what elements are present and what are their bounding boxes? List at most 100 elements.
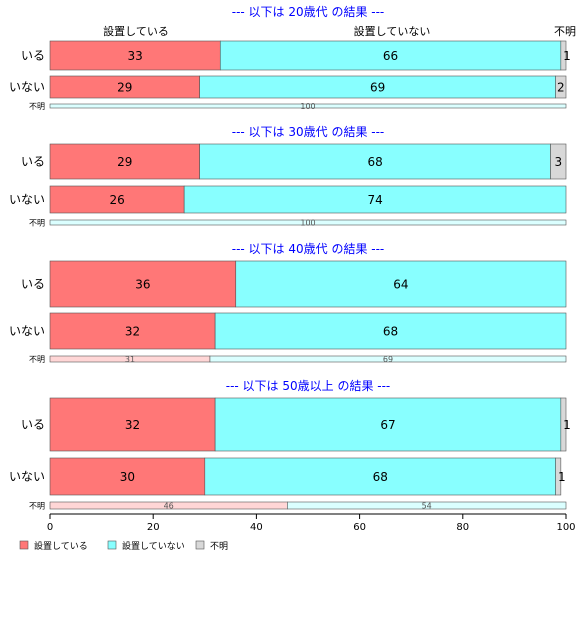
bar-segment xyxy=(49,143,200,180)
bar-segment xyxy=(49,312,216,350)
bar-segment xyxy=(560,397,567,452)
bar-segment xyxy=(555,75,567,99)
data-label: 100 xyxy=(300,219,315,228)
row-label: いない xyxy=(9,80,45,94)
row-label: いる xyxy=(21,155,45,169)
data-label: 46 xyxy=(164,502,174,511)
panel-title: --- 以下は 20歳代 の結果 --- xyxy=(232,5,385,19)
data-label: 100 xyxy=(300,102,315,111)
bar-segment xyxy=(49,103,567,109)
data-label: 1 xyxy=(558,470,566,484)
column-header-set: 設置している xyxy=(103,24,169,38)
bar-row: いる 32 67 1 xyxy=(21,397,571,452)
x-tick-label: 80 xyxy=(456,522,469,533)
row-label: 不明 xyxy=(29,502,45,511)
data-label: 32 xyxy=(125,325,140,339)
x-tick-label: 100 xyxy=(556,522,575,533)
bar-row: 不明 100 xyxy=(29,219,567,228)
bar-row: いない 29 69 2 xyxy=(9,75,567,99)
bar-segment xyxy=(555,457,562,496)
data-label: 67 xyxy=(380,418,395,432)
bar-row: いない 26 74 xyxy=(9,185,567,214)
data-label: 29 xyxy=(117,81,132,95)
bar-segment xyxy=(235,260,567,308)
row-label: いる xyxy=(21,49,45,63)
data-label: 69 xyxy=(370,81,385,95)
data-label: 32 xyxy=(125,418,140,432)
legend-swatch xyxy=(195,540,205,550)
data-label: 26 xyxy=(109,193,124,207)
bar-segment xyxy=(209,355,567,363)
legend-swatch xyxy=(107,540,117,550)
bar-segment xyxy=(219,40,562,71)
data-label: 1 xyxy=(563,418,571,432)
bar-row: いる 33 66 1 xyxy=(21,40,571,71)
data-label: 68 xyxy=(373,470,388,484)
bar-segment xyxy=(199,143,551,180)
legend-label: 不明 xyxy=(210,541,228,552)
data-label: 68 xyxy=(367,155,382,169)
x-tick-label: 20 xyxy=(147,522,160,533)
column-header-not-set: 設置していない xyxy=(354,24,431,38)
row-label: 不明 xyxy=(29,355,45,364)
panel-title: --- 以下は 40歳代 の結果 --- xyxy=(232,242,385,256)
row-label: いる xyxy=(21,418,45,432)
row-label: いない xyxy=(9,324,45,338)
legend-label: 設置している xyxy=(34,540,88,552)
data-label: 66 xyxy=(383,49,398,63)
column-headers: 設置している 設置していない 不明 xyxy=(103,24,576,38)
legend: 設置している 設置していない 不明 xyxy=(19,540,228,552)
bar-segment xyxy=(183,185,567,214)
bar-segment xyxy=(204,457,556,496)
row-label: 不明 xyxy=(29,219,45,228)
row-label: いない xyxy=(9,193,45,207)
legend-swatch xyxy=(19,540,29,550)
bar-segment xyxy=(49,185,185,214)
bar-row: いる 29 68 3 xyxy=(21,143,567,180)
data-label: 74 xyxy=(367,193,382,207)
bar-row: いない 32 68 xyxy=(9,312,567,350)
bar-segment xyxy=(550,143,567,180)
bar-row: いる 36 64 xyxy=(21,260,567,308)
data-label: 64 xyxy=(393,278,408,292)
data-label: 68 xyxy=(383,325,398,339)
x-tick-label: 40 xyxy=(250,522,263,533)
chart-panels: --- 以下は 20歳代 の結果 --- いる 33 66 1 いない 29 69 2 不明 100… xyxy=(9,5,571,511)
row-label: いる xyxy=(21,277,45,291)
bar-segment xyxy=(214,312,567,350)
data-label: 30 xyxy=(120,470,135,484)
data-label: 1 xyxy=(563,49,571,63)
bar-segment xyxy=(49,260,237,308)
bar-row: いない 30 68 1 xyxy=(9,457,566,496)
legend-item: 設置している xyxy=(19,540,88,552)
x-axis: 0 20 40 60 80 100 xyxy=(47,513,576,533)
bar-segment xyxy=(287,501,567,510)
data-label: 69 xyxy=(383,355,393,364)
bar-segment xyxy=(560,40,567,71)
legend-label: 設置していない xyxy=(122,540,185,552)
data-label: 31 xyxy=(125,355,135,364)
panel-title: --- 以下は 30歳代 の結果 --- xyxy=(232,125,385,139)
legend-item: 設置していない xyxy=(107,540,185,552)
bar-segment xyxy=(49,457,206,496)
data-label: 2 xyxy=(557,81,565,95)
panel: --- 以下は 20歳代 の結果 --- いる 33 66 1 いない 29 69 2 不明 100 xyxy=(9,5,571,111)
bar-segment xyxy=(49,397,216,452)
data-label: 36 xyxy=(135,278,150,292)
data-label: 29 xyxy=(117,155,132,169)
row-label: いない xyxy=(9,470,45,484)
row-label: 不明 xyxy=(29,102,45,111)
legend-item: 不明 xyxy=(195,540,228,552)
panel: --- 以下は 30歳代 の結果 --- いる 29 68 3 いない 26 74 不明 100 xyxy=(9,125,567,228)
x-tick-label: 60 xyxy=(353,522,366,533)
column-header-unknown: 不明 xyxy=(554,25,576,38)
data-label: 3 xyxy=(554,155,562,169)
bar-row: 不明 46 54 xyxy=(29,501,567,511)
panel-title: --- 以下は 50歳以上 の結果 --- xyxy=(226,379,391,393)
data-label: 33 xyxy=(127,49,142,63)
bar-segment xyxy=(49,40,221,71)
x-tick-label: 0 xyxy=(47,522,53,533)
bar-row: 不明 31 69 xyxy=(29,355,567,364)
bar-row: 不明 100 xyxy=(29,102,567,111)
